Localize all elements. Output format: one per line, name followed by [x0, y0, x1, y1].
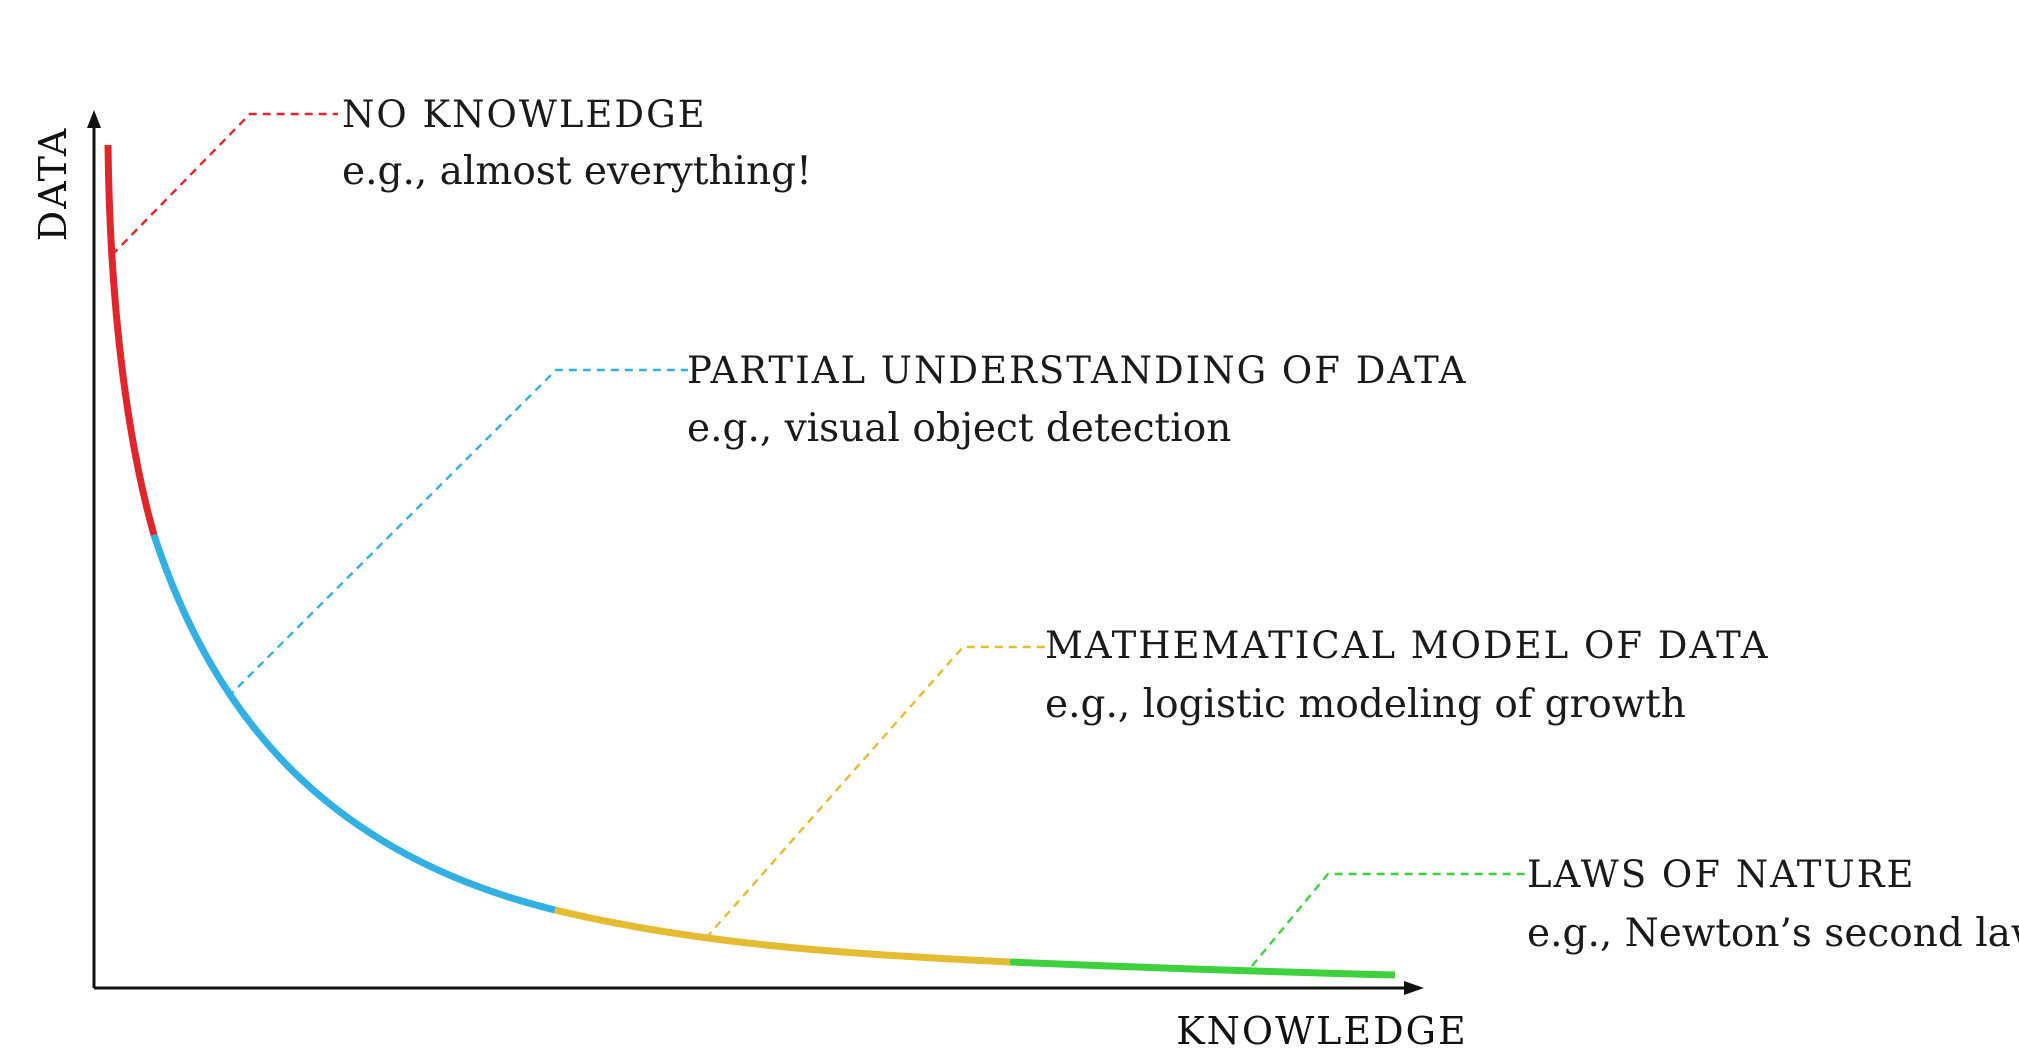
zone-label-partial-understanding: PARTIAL UNDERSTANDING OF DATA e.g., visu…: [687, 349, 1467, 451]
curve-segment-no-knowledge: [104, 144, 158, 536]
zone-title: LAWS OF NATURE: [1527, 853, 1916, 896]
x-axis-arrowhead: [1404, 981, 1424, 995]
curve-segment-partial-understanding: [150, 533, 556, 914]
axes: DATA KNOWLEDGE: [31, 110, 1467, 1053]
leader-laws-of-nature: [1251, 872, 1525, 967]
zone-label-laws-of-nature: LAWS OF NATURE e.g., Newton’s second law: [1527, 853, 2019, 956]
zone-example: e.g., logistic modeling of growth: [1045, 682, 1686, 727]
zone-label-mathematical-model: MATHEMATICAL MODEL OF DATA e.g., logisti…: [1045, 624, 1770, 727]
y-axis-label: DATA: [31, 127, 75, 242]
zone-example: e.g., Newton’s second law: [1527, 911, 2019, 956]
leader-lines: [111, 112, 1525, 967]
leader-no-knowledge: [111, 112, 338, 256]
leader-mathematical-model: [705, 645, 1045, 939]
zone-label-no-knowledge: NO KNOWLEDGE e.g., almost everything!: [342, 93, 812, 194]
y-axis-arrowhead: [87, 110, 101, 128]
zone-title: MATHEMATICAL MODEL OF DATA: [1045, 624, 1770, 667]
curve-segment-mathematical-model: [554, 906, 1011, 966]
x-axis-label: KNOWLEDGE: [1176, 1009, 1467, 1053]
zone-example: e.g., almost everything!: [342, 149, 812, 194]
zone-title: NO KNOWLEDGE: [342, 93, 707, 136]
zone-example: e.g., visual object detection: [687, 406, 1231, 451]
zone-title: PARTIAL UNDERSTANDING OF DATA: [687, 349, 1467, 392]
curve-segment-laws-of-nature: [1009, 958, 1396, 979]
tradeoff-curve: [104, 144, 1396, 979]
leader-partial-understanding: [227, 368, 688, 698]
